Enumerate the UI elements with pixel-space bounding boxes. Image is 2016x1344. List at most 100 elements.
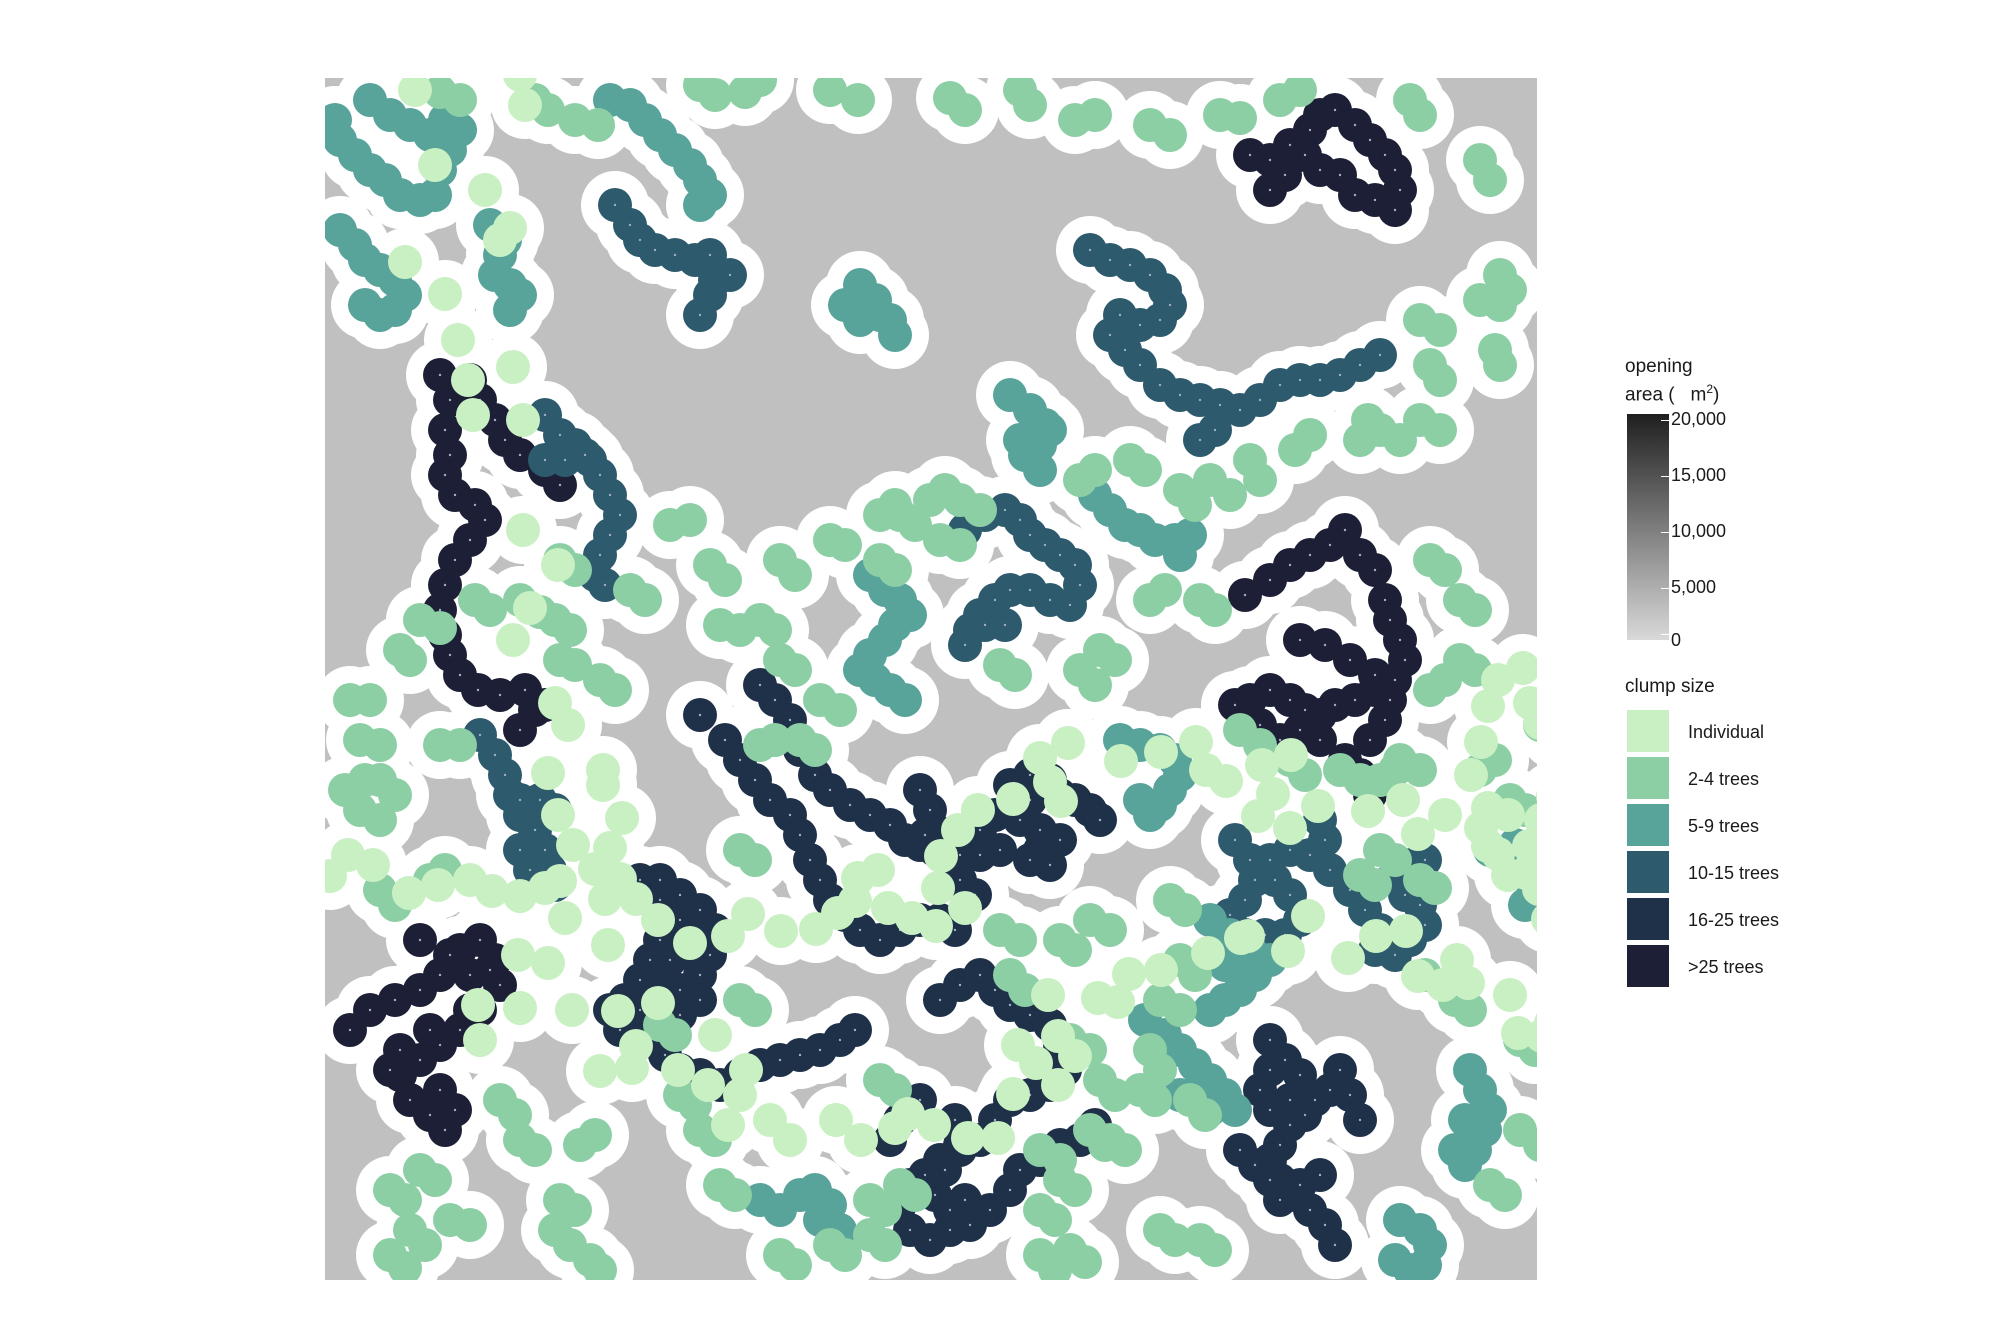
tree-stem (1243, 593, 1247, 597)
tree-crown (468, 173, 502, 207)
tree-stem (1393, 208, 1397, 212)
tree-stem (1358, 553, 1362, 557)
tree-crown (393, 643, 427, 677)
tree-stem (1278, 738, 1282, 742)
tree-stem (1333, 703, 1337, 707)
tree-stem (1318, 378, 1322, 382)
tree-crown (583, 1054, 617, 1088)
tree-crown (288, 851, 322, 885)
tree-stem (603, 583, 607, 587)
tree-stem (1388, 618, 1392, 622)
tree-crown (928, 473, 962, 507)
tree-stem (1288, 143, 1292, 147)
tree-stem (918, 1098, 922, 1102)
tree-stem (368, 1008, 372, 1012)
tree-stem (1278, 1143, 1282, 1147)
tree-crown (1428, 798, 1462, 832)
tree-stem (438, 973, 442, 977)
tree-stem (498, 693, 502, 697)
tree-crown (551, 708, 585, 742)
tree-stem (1318, 738, 1322, 742)
tree-crown (841, 83, 875, 117)
tree-stem (978, 828, 982, 832)
colorbar-tick-label: 20,000 (1671, 409, 1727, 430)
tree-stem (933, 1193, 937, 1197)
tree-stem (1078, 583, 1082, 587)
tree-stem (758, 683, 762, 687)
tree-crown (1291, 899, 1325, 933)
tree-stem (1358, 363, 1362, 367)
tree-stem (1038, 828, 1042, 832)
tree-stem (988, 1208, 992, 1212)
tree-stem (1198, 398, 1202, 402)
tree-stem (948, 1228, 952, 1232)
tree-stem (708, 953, 712, 957)
tree-crown (1256, 777, 1290, 811)
tree-crown (578, 1118, 612, 1152)
tree-crown (1153, 118, 1187, 152)
tree-crown (1163, 993, 1197, 1027)
tree-stem (1328, 1088, 1332, 1092)
tree-stem (993, 988, 997, 992)
tree-stem (1268, 688, 1272, 692)
tree-stem (773, 698, 777, 702)
tree-crown (844, 1123, 878, 1157)
tree-crown (531, 946, 565, 980)
tree-stem (1218, 403, 1222, 407)
tree-stem (418, 988, 422, 992)
tree-crown (1143, 1053, 1177, 1087)
opening-area-legend-title: opening area ( m2) (1625, 356, 1720, 406)
tree-crown (1351, 794, 1385, 828)
tree-crown (501, 938, 535, 972)
tree-crown (1359, 919, 1393, 953)
tree-crown (398, 78, 432, 107)
colorbar-tick-label: 15,000 (1671, 465, 1727, 486)
tree-crown (483, 223, 517, 257)
tree-stem (388, 1068, 392, 1072)
tree-crown (531, 756, 565, 790)
tree-crown (683, 188, 717, 222)
tree-stem (753, 778, 757, 782)
tree-crown (1101, 985, 1135, 1019)
tree-crown (325, 103, 352, 137)
tree-stem (1213, 428, 1217, 432)
tree-stem (953, 928, 957, 932)
tree-crown (1523, 1128, 1537, 1162)
tree-stem (698, 313, 702, 317)
tree-crown (917, 1108, 951, 1142)
tree-stem (1373, 673, 1377, 677)
tree-stem (1228, 913, 1232, 917)
tree-crown (506, 403, 540, 437)
tree-stem (878, 938, 882, 942)
tree-crown (1378, 843, 1412, 877)
tree-stem (348, 1028, 352, 1032)
tree-stem (1423, 858, 1427, 862)
tree-stem (533, 828, 537, 832)
tree-crown (1473, 163, 1507, 197)
colorbar-tickmark (1661, 420, 1669, 422)
tree-crown (453, 1208, 487, 1242)
tree-stem (673, 253, 677, 257)
tree-stem (1028, 773, 1032, 777)
tree-stem (1288, 698, 1292, 702)
tree-crown (518, 1133, 552, 1167)
tree-crown (996, 782, 1030, 816)
tree-crown (1158, 1223, 1192, 1257)
tree-crown (408, 1228, 442, 1262)
tree-stem (968, 1223, 972, 1227)
tree-stem (1373, 568, 1377, 572)
tree-crown (738, 993, 772, 1027)
tree-stem (1288, 563, 1292, 567)
tree-stem (1018, 818, 1022, 822)
tree-crown (1401, 817, 1435, 851)
tree-stem (1233, 703, 1237, 707)
tree-stem (438, 608, 442, 612)
tree-crown (615, 1051, 649, 1085)
tree-crown (1491, 798, 1525, 832)
tree-stem (1308, 853, 1312, 857)
tree-stem (468, 973, 472, 977)
tree-stem (1398, 188, 1402, 192)
tree-crown (819, 1103, 853, 1137)
tree-crown (924, 839, 958, 873)
tree-stem (478, 938, 482, 942)
